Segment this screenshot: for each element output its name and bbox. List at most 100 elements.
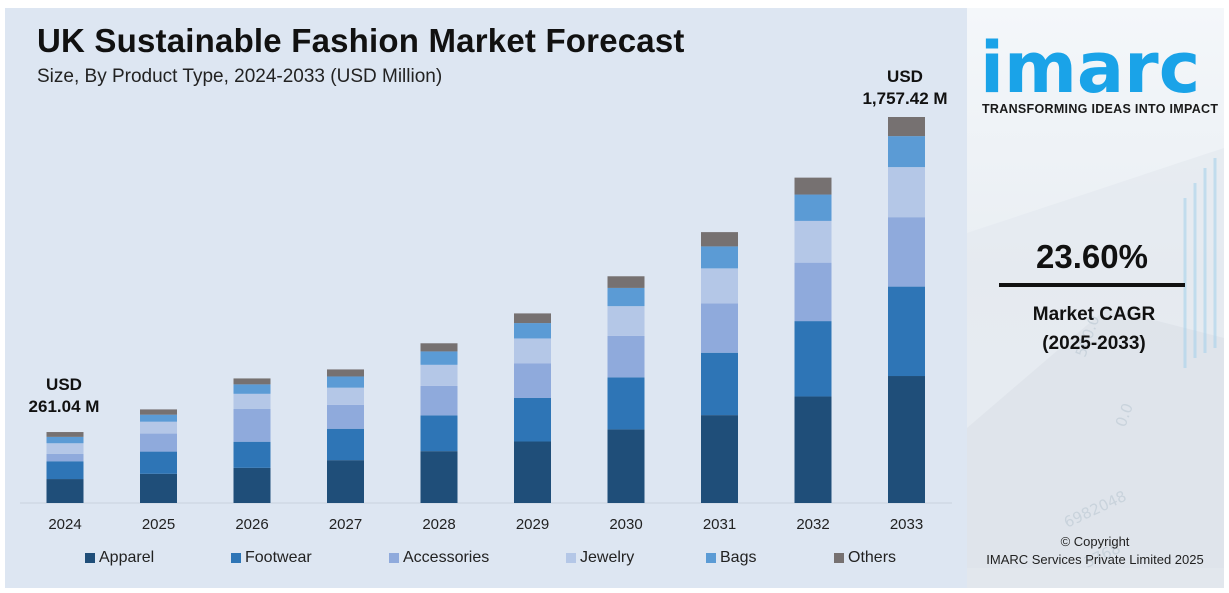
bar-2033-bags [888,136,925,168]
bar-2025-bags [140,414,177,422]
bar-2024-apparel [46,479,84,503]
cagr-value: 23.60% [1036,238,1148,275]
bar-2029-others [514,313,551,324]
cagr-label: Market CAGR (2025-2033) [999,300,1189,358]
bar-2028-accessories [420,385,458,416]
x-tick-2028: 2028 [422,516,455,533]
copyright-line1: © Copyright [1060,534,1130,549]
bar-2029-accessories [514,363,551,398]
legend-swatch-footwear [231,553,241,563]
x-tick-2024: 2024 [48,516,81,533]
bar-2026-bags [233,384,271,394]
bar-2030-others [607,276,645,288]
cagr-label-line2: (2025-2033) [1042,333,1146,354]
legend-swatch-others [834,553,844,563]
bar-2027-others [327,369,364,377]
bar-2026-accessories [233,408,271,442]
bar-2028-bags [420,351,458,365]
bar-2032-others [794,177,832,195]
legend-label-jewelry: Jewelry [580,549,635,566]
copyright: © Copyright IMARC Services Private Limit… [980,533,1210,569]
legend-item-footwear: Footwear [231,549,312,567]
bar-2033-jewelry [888,167,925,218]
bar-2027-accessories [327,404,364,429]
bar-2025-footwear [140,451,177,474]
bar-2029-apparel [514,441,551,503]
bar-2024-others [46,432,84,437]
legend-label-apparel: Apparel [99,549,155,566]
bar-2030-apparel [607,429,645,503]
copyright-line2: IMARC Services Private Limited 2025 [986,552,1204,567]
stacked-bar-chart: 2024 2025 2026 2027 2028 2029 2030 2031 2032 2033 [20,117,952,533]
bar-2031-apparel [701,415,738,503]
x-tick-2025: 2025 [142,516,175,533]
x-tick-2031: 2031 [703,516,736,533]
bar-2028-apparel [420,451,458,503]
x-tick-2032: 2032 [796,516,829,533]
bar-2025-accessories [140,433,177,452]
callout-2024-label: USD [46,375,82,394]
bar-2033-accessories [888,217,925,287]
legend-item-apparel: Apparel [85,549,154,567]
bar-2030-footwear [607,377,645,430]
imarc-logo: imarc [980,27,1200,102]
bar-2032-jewelry [794,220,832,263]
legend-item-bags: Bags [706,549,756,567]
bar-2026-apparel [233,467,271,503]
bar-2024-footwear [46,461,84,480]
bar-2027-apparel [327,460,364,503]
background-graphic: 500.0 0.0 6982048 3768 [967,148,1224,588]
legend-label-bags: Bags [720,549,757,566]
bar-2026-others [233,378,271,385]
bar-2029-bags [514,323,551,339]
legend-item-others: Others [834,549,896,567]
bar-2031-bags [701,246,738,269]
bar-2033-apparel [888,376,925,503]
bar-2032-accessories [794,262,832,322]
bar-2024-bags [46,436,84,444]
bar-2032-bags [794,194,832,221]
bar-2024-jewelry [46,443,84,454]
bars-group [46,117,925,503]
callout-2033-label: USD [887,67,923,86]
brand-tagline: TRANSFORMING IDEAS INTO IMPACT [982,102,1219,116]
callout-2024-value: 261.04 M [28,397,100,416]
bar-2031-footwear [701,352,738,416]
bar-2030-bags [607,287,645,307]
legend-swatch-accessories [389,553,399,563]
legend-swatch-jewelry [566,553,576,563]
legend-swatch-bags [706,553,716,563]
x-tick-labels: 2024 2025 2026 2027 2028 2029 2030 2031 2032 2033 [48,516,923,533]
bar-2024-accessories [46,453,84,462]
x-tick-2027: 2027 [329,516,362,533]
x-tick-2026: 2026 [235,516,268,533]
x-tick-2033: 2033 [890,516,923,533]
legend-label-accessories: Accessories [403,549,490,566]
bar-2031-accessories [701,303,738,353]
legend-item-accessories: Accessories [389,549,489,567]
bar-2029-jewelry [514,338,551,364]
cagr-divider [999,283,1185,287]
chart-subtitle: Size, By Product Type, 2024-2033 (USD Mi… [37,66,443,87]
bar-2031-jewelry [701,268,738,304]
bar-2025-apparel [140,473,177,503]
bar-2028-footwear [420,415,458,452]
legend-swatch-apparel [85,553,95,563]
callout-2033-value: 1,757.42 M [862,89,948,108]
x-tick-2030: 2030 [609,516,642,533]
legend-label-footwear: Footwear [245,549,312,566]
bar-2030-jewelry [607,306,645,336]
callout-2024: USD 261.04 M [24,374,104,418]
bar-2032-footwear [794,321,832,397]
side-panel: 500.0 0.0 6982048 3768 [967,8,1224,588]
chart-legend: Apparel Footwear Accessories Jewelry Bags Oth… [0,549,962,573]
chart-title: UK Sustainable Fashion Market Forecast [37,22,685,59]
bar-2026-jewelry [233,393,271,409]
bar-2028-others [420,343,458,352]
bar-2028-jewelry [420,364,458,386]
bar-2027-jewelry [327,387,364,405]
bar-2030-accessories [607,335,645,378]
legend-label-others: Others [848,549,897,566]
bar-2033-others [888,117,925,137]
bar-2033-footwear [888,286,925,377]
